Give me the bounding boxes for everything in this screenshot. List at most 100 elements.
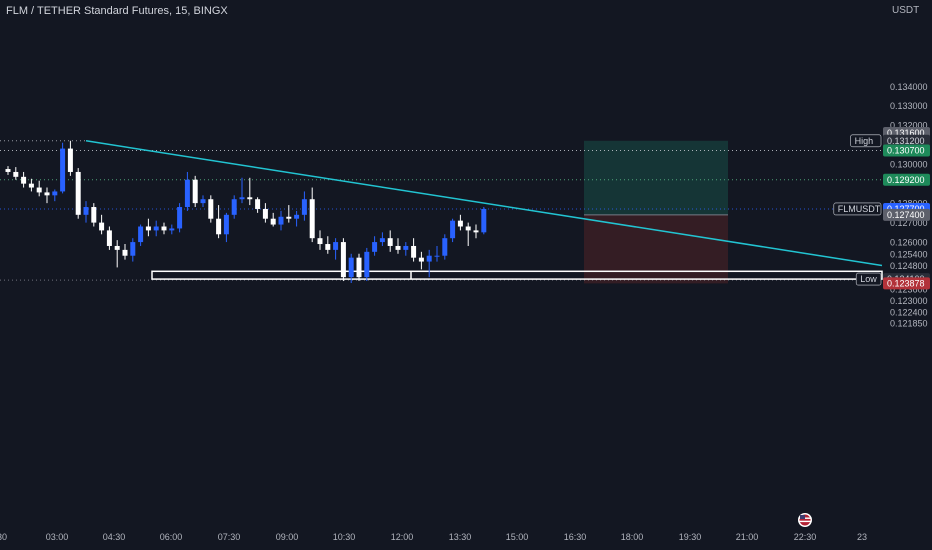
candle-body [161,226,167,231]
candle[interactable] [473,224,479,239]
candle[interactable] [255,197,261,213]
candle[interactable] [301,191,307,221]
candle[interactable] [91,203,97,227]
candle[interactable] [138,224,144,246]
candle[interactable] [325,236,331,254]
candle[interactable] [161,222,167,235]
candle[interactable] [286,205,292,223]
candle[interactable] [364,247,370,282]
candle[interactable] [481,207,487,235]
candle[interactable] [52,189,58,202]
candle[interactable] [44,187,50,204]
candle[interactable] [106,226,112,250]
candle[interactable] [169,224,175,235]
us-flag-icon[interactable] [798,513,812,527]
candle[interactable] [153,220,159,237]
candle[interactable] [395,238,401,254]
candle[interactable] [247,177,253,206]
candle[interactable] [177,203,183,233]
candle[interactable] [434,245,440,262]
candle[interactable] [262,203,268,223]
candle-body [348,257,354,278]
position-loss-zone[interactable] [584,214,728,284]
candle[interactable] [379,232,385,246]
price-tag-level-text: 0.130700 [887,146,925,156]
candle[interactable] [340,238,346,282]
plot-area[interactable] [0,140,883,284]
candle[interactable] [145,218,151,237]
candle[interactable] [99,214,105,235]
candle-body [255,199,261,209]
candle[interactable] [130,238,136,262]
price-tick-label: 0.127000 [890,218,928,228]
candle[interactable] [192,175,198,208]
candle[interactable] [403,242,409,256]
candle[interactable] [387,230,393,252]
candle[interactable] [13,167,19,180]
candle-body [75,171,81,215]
candle-body [130,242,136,256]
us-flag-icon-stripe [799,520,811,523]
candle-body [473,230,479,233]
candle-body [200,199,206,204]
time-tick-label: 15:00 [506,532,529,542]
candle-body [270,218,276,225]
candle-body [28,183,34,188]
candle-body [99,222,105,231]
candle-body [294,214,300,219]
candle[interactable] [184,171,190,211]
candle[interactable] [208,195,214,223]
time-axis[interactable]: 30 03:00 04:30 06:00 07:30 09:00 10:30 12:00 13:… [0,513,867,542]
candle[interactable] [418,251,424,270]
candle[interactable] [36,180,42,197]
candle-body [223,214,229,235]
candle-body [60,148,66,192]
candle[interactable] [348,253,354,283]
candle[interactable] [21,171,27,188]
time-tick-label: 07:30 [218,532,241,542]
candle-body [481,208,487,233]
candle[interactable] [270,212,276,227]
price-tick-label: 0.126000 [890,238,928,248]
time-tick-label: 30 [0,532,7,542]
candle[interactable] [239,177,245,204]
position-profit-zone[interactable] [584,140,728,215]
candle[interactable] [216,205,222,239]
candle[interactable] [450,218,456,243]
range-box[interactable] [151,270,883,280]
candle[interactable] [122,244,128,260]
candle[interactable] [294,210,300,227]
candle[interactable] [75,168,81,219]
candle-body [457,220,463,227]
candle[interactable] [333,238,339,260]
candle[interactable] [231,195,237,219]
candle-body [364,251,370,278]
price-tick-label: 0.124800 [890,261,928,271]
candle[interactable] [60,142,66,194]
candle[interactable] [5,166,11,175]
price-tag-level [883,144,930,157]
candle[interactable] [114,240,120,268]
candle[interactable] [278,210,284,231]
candle[interactable] [67,140,73,176]
price-tag-low-label-text: Low [860,274,877,284]
candle[interactable] [442,234,448,260]
candle[interactable] [356,253,362,282]
candle[interactable] [426,249,432,278]
candle[interactable] [28,178,34,192]
candle[interactable] [411,238,417,262]
trendline[interactable] [85,140,883,267]
price-tag-entry-text: 0.127400 [887,210,925,220]
candle[interactable] [309,187,315,243]
candle[interactable] [223,212,229,243]
candle[interactable] [200,195,206,208]
candle-body [44,192,50,196]
candle[interactable] [317,230,323,250]
candle[interactable] [465,222,471,246]
candle[interactable] [372,236,378,256]
candle[interactable] [83,201,89,223]
candle[interactable] [457,214,463,231]
